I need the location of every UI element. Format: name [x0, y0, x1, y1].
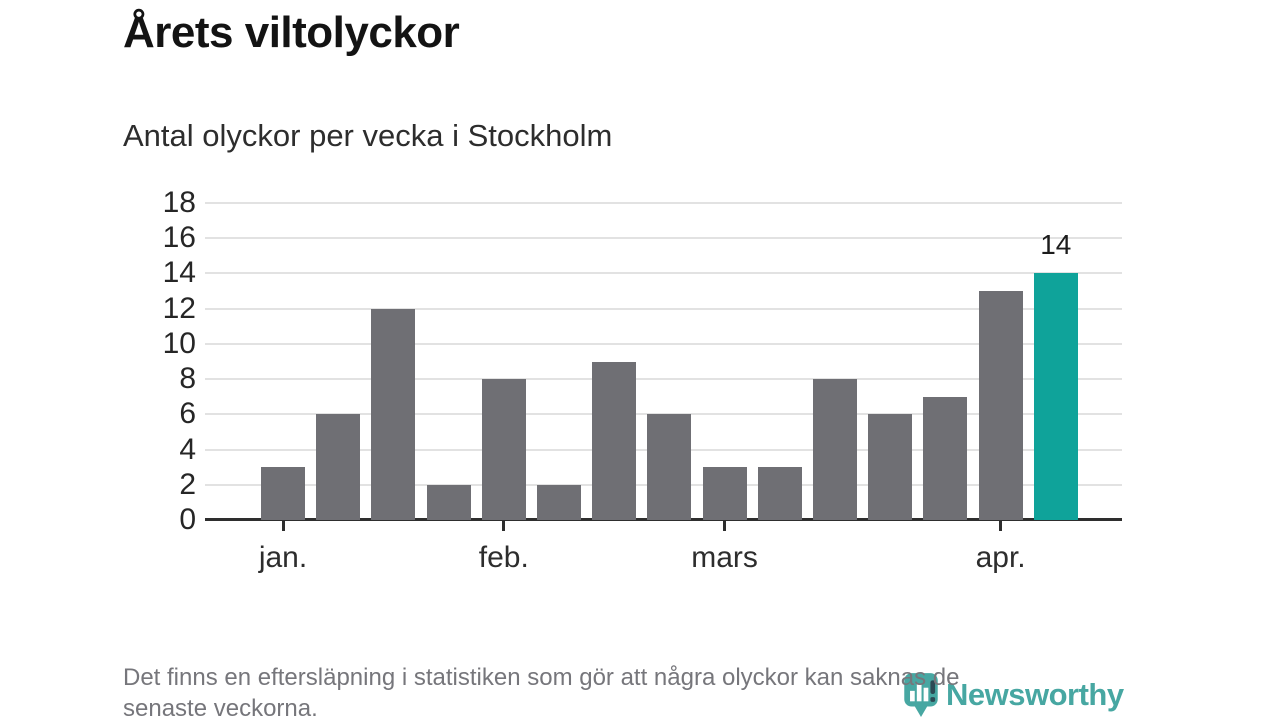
bar [923, 396, 968, 520]
bar [592, 361, 637, 520]
chart-subtitle: Antal olyckor per vecka i Stockholm [123, 118, 613, 153]
bar [261, 467, 305, 520]
x-axis-label: mars [691, 541, 758, 574]
bar [371, 308, 416, 520]
y-tick-label: 12 [162, 291, 196, 325]
bar [426, 484, 471, 520]
page-title: Årets viltolyckor [123, 8, 460, 57]
gridline [205, 342, 1122, 345]
footer-note-line: Det finns en eftersläpning i statistiken… [123, 664, 960, 691]
y-tick-label: 10 [162, 326, 196, 360]
y-tick-label: 14 [162, 256, 196, 290]
y-axis-labels: 0 2 4 6 8 10 12 14 16 18 [0, 187, 196, 553]
x-axis-tick [723, 521, 727, 531]
newsworthy-logo: Newsworthy [903, 671, 1124, 722]
footer-note-line: senaste veckorna. [123, 695, 318, 722]
x-axis-label: jan. [258, 541, 308, 574]
x-axis-tick [999, 521, 1003, 531]
gridline [205, 202, 1122, 204]
footer-note: Det finns en eftersläpning i statistiken… [123, 662, 959, 724]
y-tick-label: 16 [162, 221, 196, 255]
newsworthy-bubble-chart-icon [903, 671, 939, 722]
x-axis-label: feb. [478, 541, 529, 574]
x-axis-label: apr. [975, 541, 1026, 574]
bar [813, 379, 857, 520]
highlighted-bar [1033, 273, 1078, 520]
x-axis-tick [502, 521, 506, 531]
bar [647, 414, 692, 520]
bar [978, 291, 1023, 520]
bar [757, 467, 802, 520]
bar [316, 414, 361, 520]
gridline [205, 272, 1122, 275]
gridline [205, 378, 1122, 381]
x-axis-tick [281, 521, 285, 531]
bar [702, 467, 747, 520]
gridline [205, 237, 1122, 240]
bar [481, 379, 526, 520]
gridline [205, 307, 1122, 310]
plot-area: jan. feb. mars apr. 14 [205, 202, 1122, 574]
newsworthy-wordmark: Newsworthy [946, 677, 1124, 712]
y-tick-label: 8 [179, 362, 196, 396]
y-tick-label: 2 [179, 467, 196, 501]
bar [868, 414, 913, 520]
y-tick-label: 18 [162, 186, 196, 219]
y-tick-label: 6 [179, 397, 196, 431]
y-tick-label: 0 [179, 503, 196, 536]
bar [537, 484, 581, 520]
bar-value-label: 14 [1040, 229, 1072, 261]
y-tick-label: 4 [179, 432, 196, 466]
